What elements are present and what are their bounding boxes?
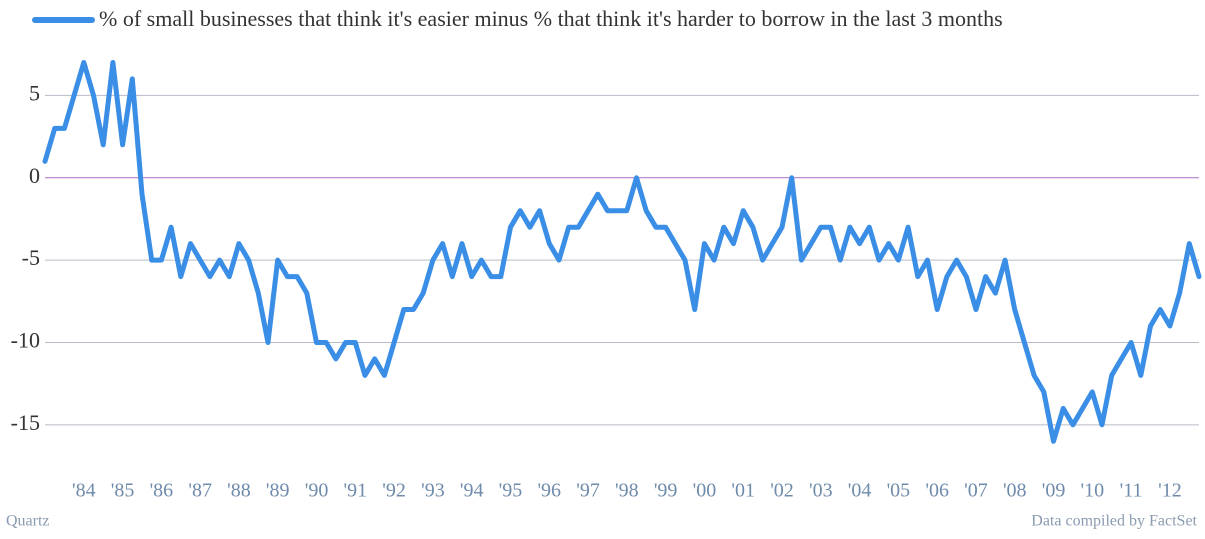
x-tick-label: '09 xyxy=(1042,480,1066,502)
legend-label: % of small businesses that think it's ea… xyxy=(99,6,1003,31)
x-tick-label: '11 xyxy=(1120,480,1143,502)
x-tick-label: '06 xyxy=(925,480,949,502)
x-tick-label: '01 xyxy=(731,480,755,502)
x-tick-label: '95 xyxy=(499,480,523,502)
y-tick-label: 5 xyxy=(29,80,40,105)
x-tick-label: '85 xyxy=(111,480,135,502)
x-tick-label: '84 xyxy=(72,480,96,502)
x-tick-label: '88 xyxy=(227,480,251,502)
x-tick-label: '08 xyxy=(1003,480,1027,502)
x-tick-label: '96 xyxy=(537,480,561,502)
y-tick-label: 0 xyxy=(29,163,40,188)
x-tick-label: '86 xyxy=(150,480,174,502)
x-tick-label: '00 xyxy=(693,480,717,502)
x-tick-label: '99 xyxy=(654,480,678,502)
x-tick-label: '10 xyxy=(1081,480,1105,502)
x-tick-label: '93 xyxy=(421,480,445,502)
x-tick-label: '87 xyxy=(188,480,212,502)
x-tick-label: '90 xyxy=(305,480,329,502)
y-tick-label: -15 xyxy=(11,410,40,435)
data-line xyxy=(42,60,1202,444)
y-tick-label: -5 xyxy=(22,245,40,270)
source-left: Quartz xyxy=(6,513,50,530)
y-tick-label: -10 xyxy=(11,328,40,353)
x-tick-label: '12 xyxy=(1158,480,1182,502)
x-tick-label: '02 xyxy=(770,480,794,502)
x-tick-label: '91 xyxy=(344,480,368,502)
x-tick-label: '89 xyxy=(266,480,290,502)
x-tick-label: '97 xyxy=(576,480,600,502)
x-tick-label: '04 xyxy=(848,480,872,502)
x-tick-label: '98 xyxy=(615,480,639,502)
x-tick-label: '94 xyxy=(460,480,484,502)
source-right: Data compiled by FactSet xyxy=(1031,513,1197,530)
x-tick-label: '92 xyxy=(382,480,406,502)
x-tick-label: '03 xyxy=(809,480,833,502)
x-tick-label: '05 xyxy=(887,480,911,502)
x-tick-label: '07 xyxy=(964,480,988,502)
